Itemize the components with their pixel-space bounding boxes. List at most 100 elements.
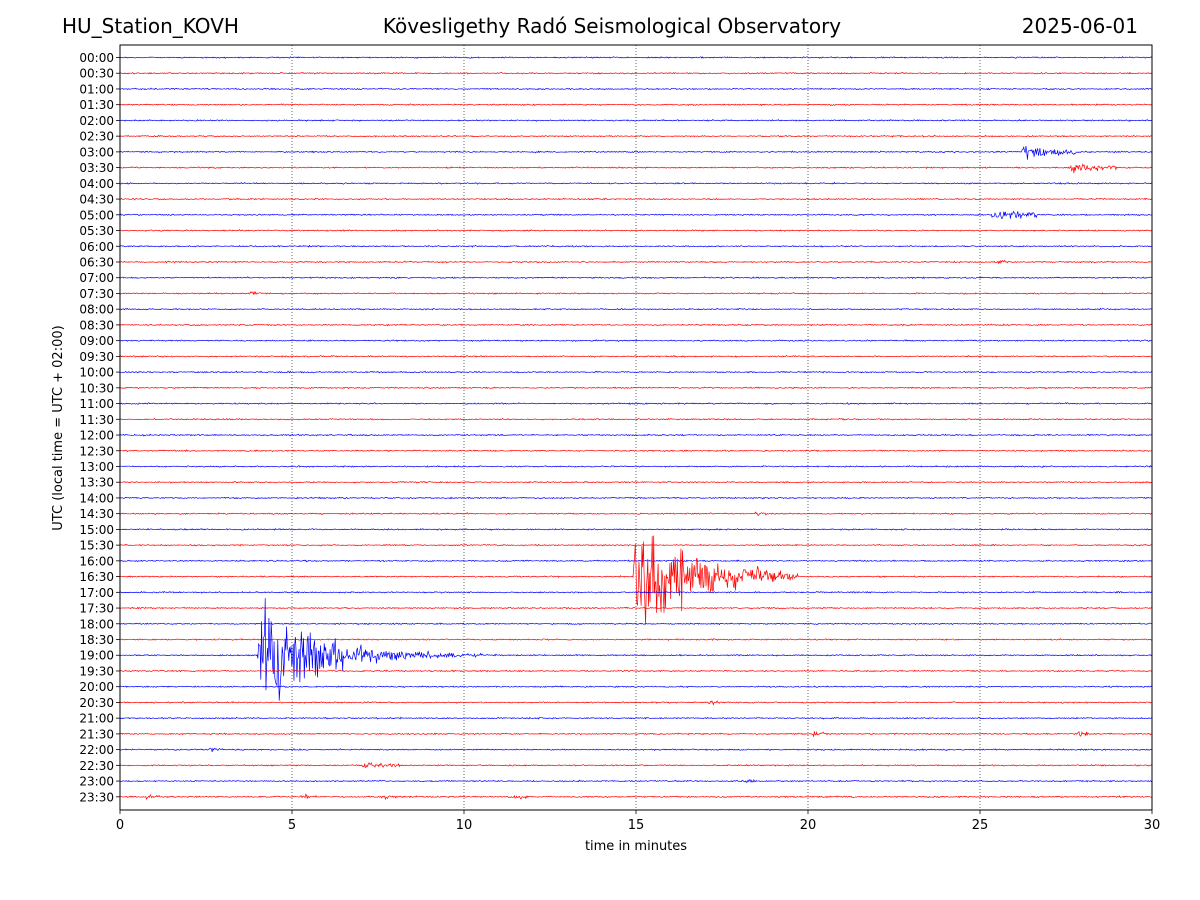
y-tick-label: 22:00 [79, 743, 114, 757]
y-tick-label: 23:00 [79, 775, 114, 789]
y-tick-label: 05:00 [79, 208, 114, 222]
x-tick-label: 30 [1144, 818, 1161, 833]
y-tick-label: 16:30 [79, 570, 114, 584]
trace-1100 [119, 402, 1153, 405]
trace-0830 [119, 323, 1153, 327]
trace-1700 [119, 590, 1153, 594]
y-tick-label: 11:30 [79, 413, 114, 427]
y-tick-label: 06:30 [79, 255, 114, 269]
x-tick-label: 0 [116, 818, 124, 833]
y-tick-label: 11:00 [79, 397, 114, 411]
trace-0500 [119, 210, 1153, 220]
y-tick-label: 07:00 [79, 271, 114, 285]
y-tick-label: 07:30 [79, 287, 114, 301]
x-axis-label: time in minutes [585, 839, 687, 854]
seismic-traces [119, 56, 1153, 801]
y-tick-label: 18:00 [79, 617, 114, 631]
x-tick-label: 5 [288, 818, 296, 833]
trace-0930 [119, 354, 1153, 358]
y-tick-label: 02:30 [79, 130, 114, 144]
vertical-grid [291, 45, 981, 810]
y-tick-label: 17:00 [79, 586, 114, 600]
y-tick-label: 01:30 [79, 98, 114, 112]
trace-0730 [119, 290, 1153, 296]
trace-1330 [119, 480, 1153, 484]
y-tick-label: 23:30 [79, 790, 114, 804]
trace-0000 [119, 56, 1153, 59]
trace-1230 [119, 449, 1153, 453]
x-tick-label: 20 [800, 818, 817, 833]
trace-1130 [119, 417, 1153, 421]
y-tick-label: 18:30 [79, 633, 114, 647]
y-tick-label: 06:00 [79, 240, 114, 254]
y-tick-label: 09:30 [79, 350, 114, 364]
trace-1000 [119, 370, 1153, 374]
y-tick-label: 01:00 [79, 82, 114, 96]
record-date: 2025-06-01 [1021, 14, 1138, 38]
trace-1730 [119, 606, 1153, 610]
y-tick-label: 08:00 [79, 303, 114, 317]
x-tick-label: 25 [972, 818, 989, 833]
trace-1430 [119, 511, 1153, 517]
trace-1300 [119, 465, 1153, 468]
y-tick-label: 00:30 [79, 67, 114, 81]
y-tick-label: 14:30 [79, 507, 114, 521]
y-tick-label: 19:00 [79, 649, 114, 663]
trace-1830 [119, 638, 1153, 641]
trace-1930 [119, 669, 1153, 673]
trace-1630 [119, 535, 1153, 625]
trace-0800 [119, 307, 1153, 311]
trace-0400 [119, 181, 1153, 185]
trace-0630 [119, 259, 1153, 265]
trace-2030 [119, 700, 1153, 706]
trace-0330 [119, 163, 1153, 174]
y-tick-label: 15:00 [79, 523, 114, 537]
trace-0430 [119, 197, 1153, 201]
y-tick-label: 22:30 [79, 759, 114, 773]
trace-2230 [119, 762, 1153, 769]
trace-2000 [119, 685, 1153, 689]
trace-0900 [119, 339, 1153, 343]
trace-1530 [119, 543, 1153, 547]
trace-0200 [119, 118, 1153, 122]
x-tick-label: 15 [628, 818, 645, 833]
chart-title: Kövesligethy Radó Seismological Observat… [382, 14, 842, 38]
y-tick-label: 04:30 [79, 193, 114, 207]
x-axis-ticks: 0 5 10 15 20 25 30 [116, 810, 1160, 833]
y-tick-label: 03:00 [79, 145, 114, 159]
y-tick-label: 14:00 [79, 491, 114, 505]
trace-1030 [119, 386, 1153, 390]
y-tick-label: 15:30 [79, 539, 114, 553]
y-tick-label: 00:00 [79, 51, 114, 65]
trace-2200 [119, 747, 1153, 752]
y-tick-label: 10:30 [79, 381, 114, 395]
trace-0300 [119, 145, 1153, 160]
y-tick-label: 21:30 [79, 727, 114, 741]
y-tick-label: 12:00 [79, 429, 114, 443]
y-tick-label: 21:00 [79, 712, 114, 726]
trace-2330 [119, 793, 1153, 801]
y-tick-label: 17:30 [79, 602, 114, 616]
y-tick-label: 03:30 [79, 161, 114, 175]
trace-1200 [119, 433, 1153, 437]
y-tick-label: 13:00 [79, 460, 114, 474]
trace-0600 [119, 244, 1153, 248]
trace-0130 [119, 103, 1153, 107]
trace-2130 [119, 731, 1153, 738]
y-tick-label: 05:30 [79, 224, 114, 238]
trace-1500 [119, 527, 1153, 531]
y-tick-label: 13:30 [79, 476, 114, 490]
y-tick-label: 02:00 [79, 114, 114, 128]
y-tick-label: 20:30 [79, 696, 114, 710]
trace-1900 [119, 598, 1153, 701]
y-tick-label: 12:30 [79, 444, 114, 458]
trace-1400 [119, 496, 1153, 500]
trace-2100 [119, 716, 1153, 720]
y-tick-label: 04:00 [79, 177, 114, 191]
trace-2300 [119, 778, 1153, 784]
trace-0030 [119, 71, 1153, 75]
x-tick-label: 10 [456, 818, 473, 833]
y-tick-label: 10:00 [79, 366, 114, 380]
